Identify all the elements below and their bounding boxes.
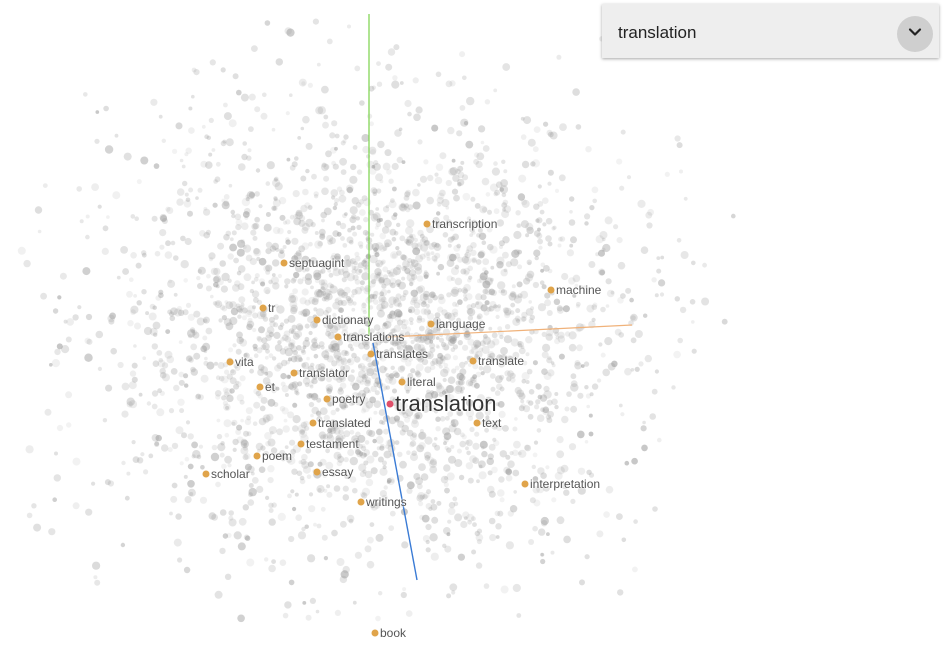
neighbor-point[interactable] — [367, 350, 375, 358]
neighbor-point[interactable] — [256, 383, 264, 391]
neighbor-point[interactable] — [253, 452, 261, 460]
neighbor-point[interactable] — [521, 480, 529, 488]
search-selected-value[interactable]: translation — [618, 23, 697, 42]
neighbor-point[interactable] — [297, 440, 305, 448]
neighbor-points — [202, 220, 555, 637]
z-axis-line — [372, 342, 418, 581]
neighbor-point[interactable] — [309, 419, 317, 427]
neighbor-point[interactable] — [323, 395, 331, 403]
neighbor-point[interactable] — [313, 468, 321, 476]
word-search-select[interactable]: translation — [602, 4, 939, 58]
neighbor-point[interactable] — [259, 304, 267, 312]
x-axis-line — [387, 324, 633, 338]
neighbor-point[interactable] — [226, 358, 234, 366]
neighbor-point[interactable] — [473, 419, 481, 427]
neighbor-point[interactable] — [313, 316, 321, 324]
neighbor-point[interactable] — [427, 320, 435, 328]
chevron-down-icon — [907, 24, 923, 45]
point-cloud — [17, 18, 736, 623]
neighbor-point[interactable] — [371, 629, 379, 637]
neighbor-point[interactable] — [280, 259, 288, 267]
dropdown-button[interactable] — [897, 16, 933, 52]
neighbor-point[interactable] — [547, 286, 555, 294]
neighbor-point[interactable] — [398, 378, 406, 386]
neighbor-point[interactable] — [357, 498, 365, 506]
neighbor-point[interactable] — [334, 333, 342, 341]
neighbor-point[interactable] — [469, 357, 477, 365]
neighbor-point[interactable] — [202, 470, 210, 478]
neighbor-point[interactable] — [290, 369, 298, 377]
selected-point[interactable] — [386, 400, 394, 408]
neighbor-point[interactable] — [423, 220, 431, 228]
